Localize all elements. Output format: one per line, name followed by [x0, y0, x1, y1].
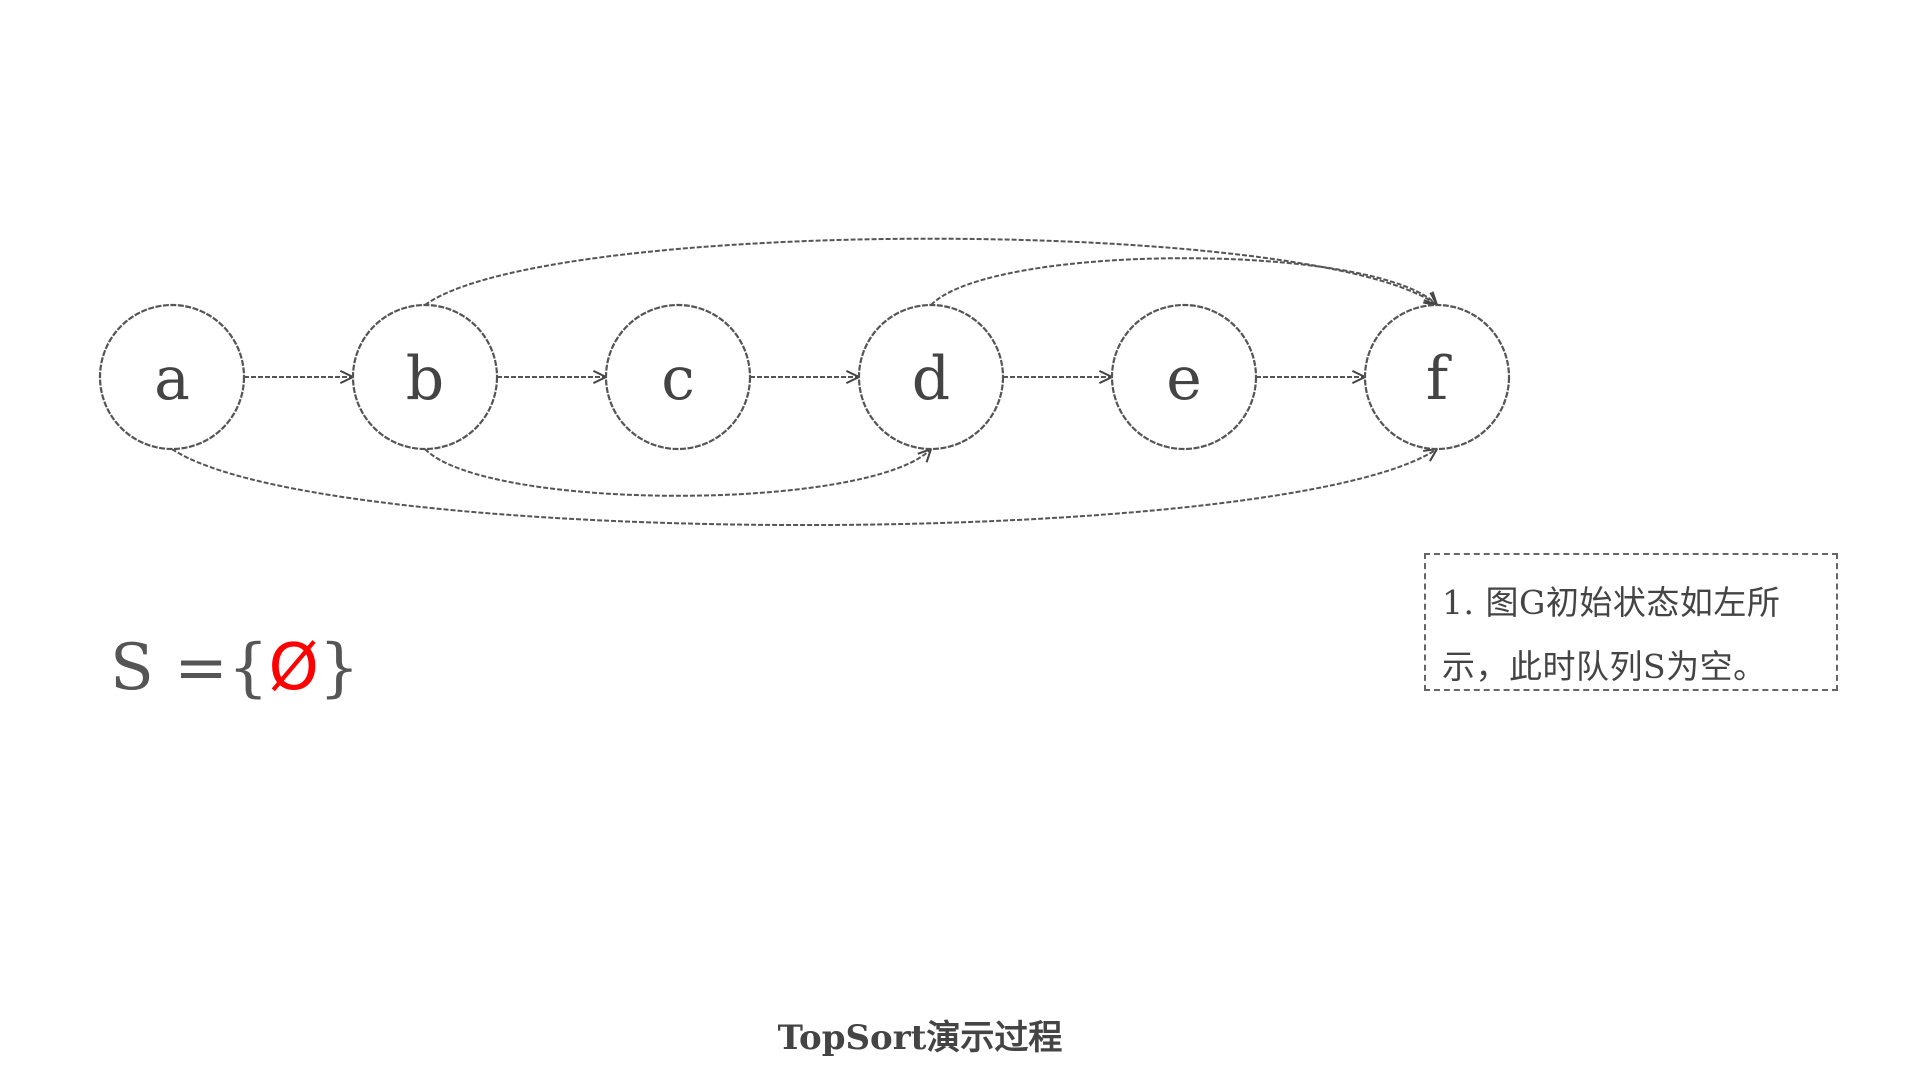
node-b-label: b [406, 344, 444, 414]
edge-b-f [424, 237, 1438, 306]
edges [171, 237, 1439, 526]
step-note-box: 1. 图G初始状态如左所 示，此时队列S为空。 [1424, 553, 1838, 691]
node-f-label: f [1426, 344, 1452, 414]
node-c-circle [604, 303, 752, 451]
queue-empty-set-symbol: Ø [268, 631, 319, 705]
node-a-label: a [154, 344, 190, 414]
node-e-circle [1110, 303, 1258, 451]
edge-a-f [171, 448, 1438, 526]
node-a-circle [98, 303, 246, 451]
node-b: b [351, 303, 499, 451]
node-c-label: c [661, 344, 695, 414]
step-note-line-1: 1. 图G初始状态如左所 [1442, 583, 1781, 622]
node-a: a [98, 303, 246, 451]
node-e: e [1110, 303, 1258, 451]
queue-open-brace: { [227, 631, 269, 705]
slide-caption: TopSort演示过程 [777, 1018, 1063, 1058]
node-d: d [857, 303, 1005, 451]
edge-b-d [424, 448, 932, 497]
queue-close-brace: } [318, 631, 360, 705]
edge-d-f [930, 257, 1438, 306]
node-d-circle [857, 303, 1005, 451]
node-d-label: d [912, 344, 950, 414]
queue-prefix: S = [110, 631, 228, 705]
node-f: f [1363, 303, 1511, 451]
step-note-line-2: 示，此时队列S为空。 [1442, 647, 1767, 686]
queue-expression: S ={Ø} [110, 636, 360, 700]
nodes: a b c d e f [98, 303, 1511, 451]
node-c: c [604, 303, 752, 451]
node-b-circle [351, 303, 499, 451]
node-f-circle [1363, 303, 1511, 451]
node-e-label: e [1166, 344, 1202, 414]
